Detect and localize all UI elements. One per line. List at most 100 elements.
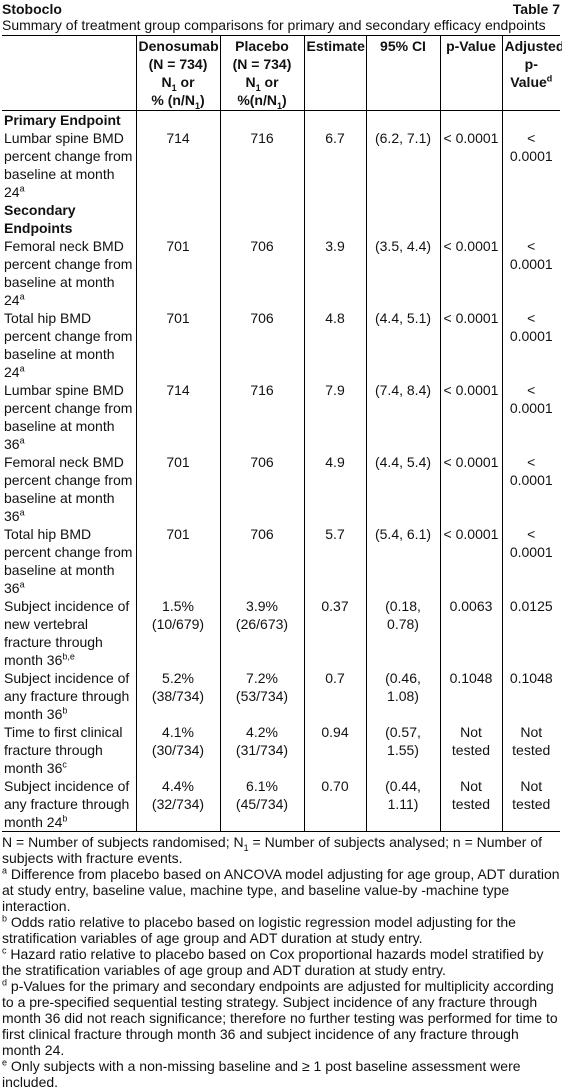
group-label: Primary Endpoint	[4, 112, 121, 128]
endpoint-label: Femoral neck BMD percent change from bas…	[4, 454, 133, 524]
placebo-cell: 4.2% (31/734)	[219, 723, 304, 777]
empty-cell	[365, 201, 440, 237]
header-placebo: Placebo (N = 734) N1 or %(n/N1)	[219, 36, 304, 111]
p-value-cell: < 0.0001	[439, 129, 502, 201]
estimate-cell: 4.9	[303, 453, 366, 525]
placebo-cell: 706	[219, 525, 304, 597]
footnote-abbreviations: N = Number of subjects randomised; N1 = …	[2, 834, 542, 866]
ci-cell: (5.4, 6.1)	[365, 525, 440, 597]
placebo-cell: 706	[219, 453, 304, 525]
header-ci: 95% CI	[365, 36, 440, 111]
adjusted-p-value-cell: < 0.0001	[501, 381, 560, 453]
table-row: Femoral neck BMD percent change from bas…	[2, 453, 560, 525]
table-row: Total hip BMD percent change from baseli…	[2, 309, 560, 381]
estimate-cell: 4.8	[303, 309, 366, 381]
adjusted-p-value-cell: < 0.0001	[501, 525, 560, 597]
table-number: Table 7	[512, 1, 560, 17]
table-header-row: Denosumab (N = 734) N1 or % (n/N1) Placeb…	[2, 36, 562, 111]
footnote-a: a Difference from placebo based on ANCOV…	[2, 865, 560, 914]
empty-cell	[135, 201, 220, 237]
estimate-cell: 0.7	[303, 669, 366, 723]
ci-cell: (0.57, 1.55)	[365, 723, 440, 777]
estimate-cell: 0.70	[303, 777, 366, 832]
adjusted-p-value-cell: < 0.0001	[501, 309, 560, 381]
placebo-cell: 716	[219, 381, 304, 453]
endpoint-label: Subject incidence of new vertebral fract…	[4, 598, 130, 668]
ci-cell: (4.4, 5.4)	[365, 453, 440, 525]
endpoint-label: Lumbar spine BMD percent change from bas…	[4, 130, 133, 200]
table-row: Total hip BMD percent change from baseli…	[2, 525, 560, 597]
p-value-cell: 0.0063	[439, 597, 502, 669]
p-value-cell: 0.1048	[439, 669, 502, 723]
p-value-cell: Not tested	[439, 723, 502, 777]
denosumab-cell: 4.4% (32/734)	[135, 777, 220, 832]
empty-cell	[303, 110, 366, 129]
empty-cell	[219, 110, 304, 129]
p-value-cell: Not tested	[439, 777, 502, 832]
ci-cell: (0.44, 1.11)	[365, 777, 440, 832]
p-value-cell: < 0.0001	[439, 309, 502, 381]
table-row: Lumbar spine BMD percent change from bas…	[2, 129, 560, 201]
p-value-cell: < 0.0001	[439, 453, 502, 525]
group-header-row: Secondary Endpoints	[2, 201, 560, 237]
empty-cell	[439, 201, 502, 237]
estimate-cell: 3.9	[303, 237, 366, 309]
efficacy-table: Denosumab (N = 734) N1 or % (n/N1) Placeb…	[2, 36, 562, 832]
denosumab-cell: 701	[135, 309, 220, 381]
adjusted-p-value-cell: 0.1048	[501, 669, 560, 723]
endpoint-label: Lumbar spine BMD percent change from bas…	[4, 382, 133, 452]
group-label: Secondary Endpoints	[4, 202, 76, 236]
denosumab-cell: 5.2% (38/734)	[135, 669, 220, 723]
header-p-value: p-Value	[439, 36, 502, 111]
ci-cell: (3.5, 4.4)	[365, 237, 440, 309]
estimate-cell: 6.7	[303, 129, 366, 201]
ci-cell: (0.18, 0.78)	[365, 597, 440, 669]
adjusted-p-value-cell: < 0.0001	[501, 237, 560, 309]
endpoint-label: Subject incidence of any fracture throug…	[2, 777, 136, 832]
table-row: Femoral neck BMD percent change from bas…	[2, 237, 560, 309]
table-row: Subject incidence of any fracture throug…	[2, 669, 560, 723]
denosumab-cell: 701	[135, 453, 220, 525]
footnotes: N = Number of subjects randomised; N1 = …	[2, 832, 560, 1090]
header-estimate: Estimate	[303, 36, 366, 111]
denosumab-cell: 701	[135, 525, 220, 597]
endpoint-label: Total hip BMD percent change from baseli…	[4, 310, 133, 380]
table-row: Time to first clinical fracture through …	[2, 723, 560, 777]
adjusted-p-value-cell: < 0.0001	[501, 453, 560, 525]
table-body: Primary Endpoint Lumbar spine BMD percent…	[2, 110, 560, 832]
estimate-cell: 0.94	[303, 723, 366, 777]
table-row: Lumbar spine BMD percent change from bas…	[2, 381, 560, 453]
denosumab-cell: 714	[135, 129, 220, 201]
empty-cell	[439, 110, 502, 129]
table-row: Subject incidence of any fracture throug…	[2, 777, 560, 832]
adjusted-p-value-cell: Not tested	[501, 723, 560, 777]
p-value-cell: < 0.0001	[439, 381, 502, 453]
denosumab-cell: 714	[135, 381, 220, 453]
document-header: Stoboclo Table 7	[2, 0, 560, 17]
p-value-cell: < 0.0001	[439, 525, 502, 597]
empty-cell	[501, 110, 560, 129]
footnote-c: c Hazard ratio relative to placebo based…	[2, 945, 544, 978]
adjusted-p-value-cell: < 0.0001	[501, 129, 560, 201]
product-name: Stoboclo	[2, 1, 62, 17]
adjusted-p-value-cell: 0.0125	[501, 597, 560, 669]
placebo-cell: 7.2% (53/734)	[219, 669, 304, 723]
ci-cell: (7.4, 8.4)	[365, 381, 440, 453]
placebo-cell: 3.9% (26/673)	[219, 597, 304, 669]
estimate-cell: 5.7	[303, 525, 366, 597]
empty-cell	[135, 110, 220, 129]
footnote-b: b Odds ratio relative to placebo based o…	[2, 913, 516, 946]
denosumab-cell: 4.1% (30/734)	[135, 723, 220, 777]
estimate-cell: 0.37	[303, 597, 366, 669]
adjusted-p-value-cell: Not tested	[501, 777, 560, 832]
endpoint-label: Femoral neck BMD percent change from bas…	[4, 238, 133, 308]
header-denosumab: Denosumab (N = 734) N1 or % (n/N1)	[135, 36, 220, 111]
empty-cell	[501, 201, 560, 237]
denosumab-cell: 701	[135, 237, 220, 309]
table-row: Subject incidence of new vertebral fract…	[2, 597, 560, 669]
ci-cell: (6.2, 7.1)	[365, 129, 440, 201]
empty-cell	[365, 110, 440, 129]
placebo-cell: 706	[219, 237, 304, 309]
group-header-row: Primary Endpoint	[2, 110, 560, 129]
